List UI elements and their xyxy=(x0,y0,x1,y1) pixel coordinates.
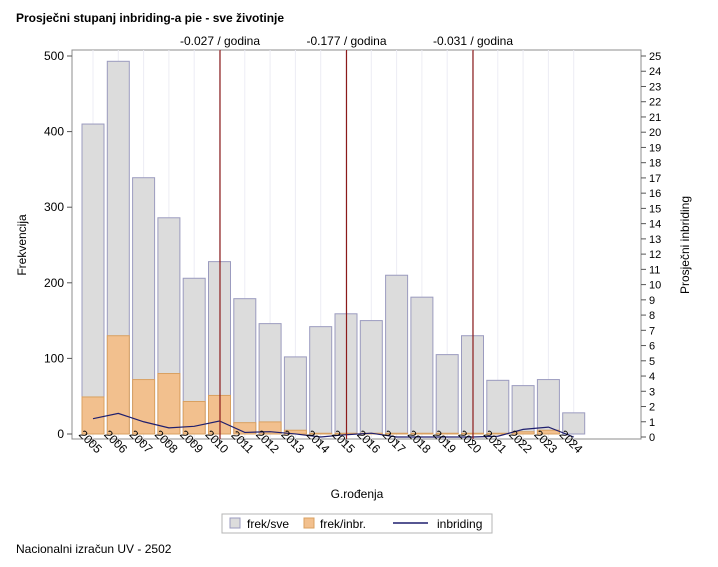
bar-frek-inbr xyxy=(233,422,257,435)
y2-tick-label: 0 xyxy=(649,432,655,444)
y-tick-label: 400 xyxy=(44,125,64,139)
y-tick-label: 300 xyxy=(44,200,64,214)
y2-tick-label: 17 xyxy=(649,173,661,185)
reference-line-label: -0.031 / godina xyxy=(433,34,513,48)
reference-line-label: -0.177 / godina xyxy=(306,34,386,48)
bar-frek-sve xyxy=(435,354,459,435)
bar-frek-sve xyxy=(258,323,282,435)
y2-tick-label: 23 xyxy=(649,81,661,93)
y2-tick-label: 11 xyxy=(649,264,660,276)
y2-tick-label: 25 xyxy=(649,51,661,63)
legend-label-frek-inbr: frek/inbr. xyxy=(320,517,366,531)
bar-frek-sve xyxy=(309,326,333,435)
bar-frek-sve xyxy=(486,379,510,435)
bar-frek-inbr xyxy=(81,396,105,435)
y2-tick-label: 8 xyxy=(649,310,655,322)
bar-frek-sve xyxy=(81,123,105,435)
y2-tick-label: 20 xyxy=(649,127,661,139)
bar-frek-inbr xyxy=(132,379,156,435)
y2-tick-label: 18 xyxy=(649,158,661,170)
reference-line-label: -0.027 / godina xyxy=(180,34,260,48)
bar-frek-inbr xyxy=(385,432,409,435)
bar-frek-sve xyxy=(562,412,586,435)
bar-frek-inbr xyxy=(106,335,130,435)
y2-tick-label: 9 xyxy=(649,295,655,307)
bar-frek-inbr xyxy=(410,432,434,435)
y-tick-label: 100 xyxy=(44,351,64,365)
y2-tick-label: 21 xyxy=(649,112,661,124)
y2-tick-label: 4 xyxy=(649,371,655,383)
y2-tick-label: 15 xyxy=(649,203,661,215)
bar-frek-inbr xyxy=(536,429,560,435)
footnote: Nacionalni izračun UV - 2502 xyxy=(16,542,172,556)
y2-tick-label: 7 xyxy=(649,325,655,337)
bar-frek-sve xyxy=(283,356,307,435)
y2-tick-label: 22 xyxy=(649,97,661,109)
y2-tick-label: 24 xyxy=(649,66,661,78)
y-axis-label: Frekvencija xyxy=(15,214,29,276)
y2-tick-label: 2 xyxy=(649,402,655,414)
y2-tick-label: 3 xyxy=(649,386,655,398)
y2-tick-label: 14 xyxy=(649,219,661,231)
bar-frek-inbr xyxy=(309,432,333,435)
y-tick-label: 200 xyxy=(44,276,64,290)
y2-tick-label: 19 xyxy=(649,142,661,154)
bar-frek-inbr xyxy=(258,421,282,435)
bar-frek-inbr xyxy=(435,432,459,435)
bar-frek-sve xyxy=(410,296,434,435)
y2-tick-label: 5 xyxy=(649,356,655,368)
bar-frek-inbr xyxy=(182,400,206,435)
bar-frek-sve xyxy=(385,274,409,435)
y2-tick-label: 6 xyxy=(649,341,655,353)
bar-frek-sve xyxy=(359,320,383,435)
legend-label-inbriding: inbriding xyxy=(437,517,482,531)
bar-frek-sve xyxy=(233,298,257,435)
y2-tick-label: 1 xyxy=(649,417,655,429)
y2-tick-label: 12 xyxy=(649,249,661,261)
y-tick-label: 500 xyxy=(44,49,64,63)
legend-label-frek-sve: frek/sve xyxy=(247,517,289,531)
y2-tick-label: 16 xyxy=(649,188,661,200)
series-line-inbriding xyxy=(92,412,574,438)
y2-tick-label: 10 xyxy=(649,280,661,292)
y-tick-label: 0 xyxy=(57,427,64,441)
bar-frek-inbr xyxy=(157,373,181,435)
legend-box xyxy=(221,513,493,534)
chart-title: Prosječni stupanj inbriding-a pie - sve … xyxy=(16,11,285,25)
y2-axis-label: Prosječni inbriding xyxy=(678,196,692,294)
bar-frek-sve xyxy=(536,379,560,435)
legend-swatch-frek-inbr xyxy=(303,517,315,529)
y2-tick-label: 13 xyxy=(649,234,661,246)
x-axis-label: G.rođenja xyxy=(331,487,384,501)
legend-swatch-frek-sve xyxy=(229,517,241,529)
